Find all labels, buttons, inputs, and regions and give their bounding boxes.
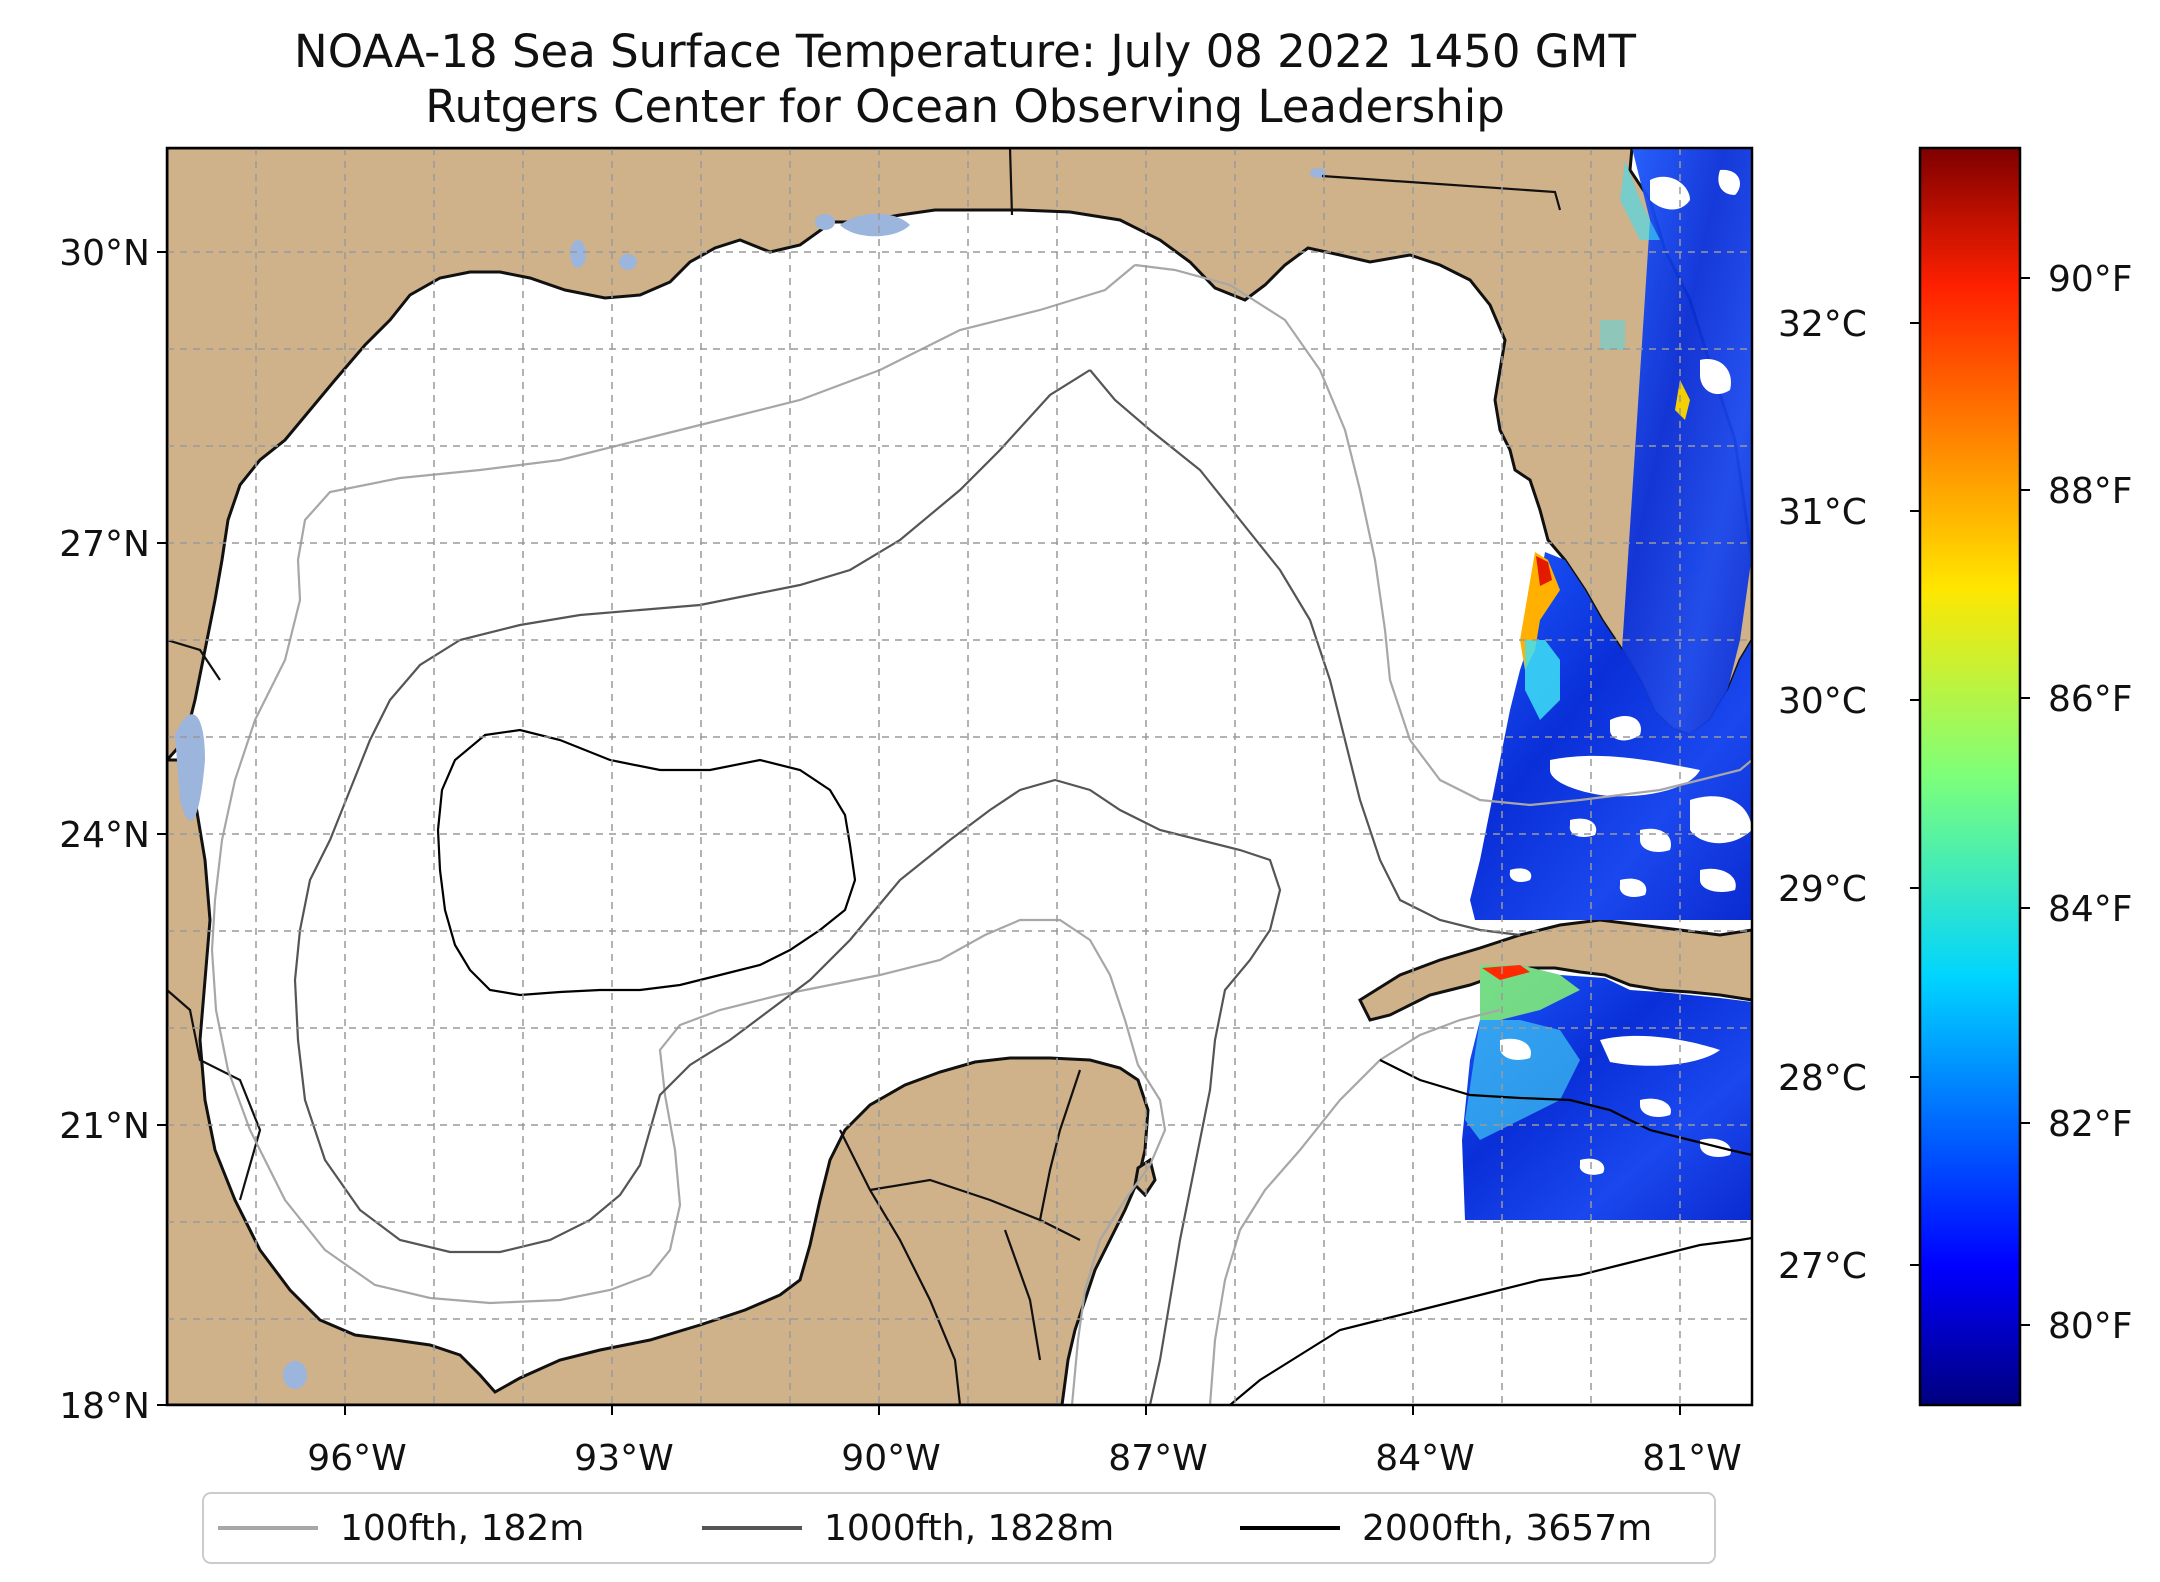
border-mississippi-alabama bbox=[1008, 148, 1014, 216]
border-texas-mexico bbox=[167, 638, 221, 681]
map-area bbox=[167, 148, 1752, 1405]
fahrenheit-tick-label: 90°F bbox=[2048, 259, 2133, 300]
legend-label: 1000fth, 1828m bbox=[824, 1508, 1114, 1549]
fahrenheit-tick-label: 80°F bbox=[2048, 1306, 2133, 1347]
fahrenheit-tick-label: 88°F bbox=[2048, 471, 2133, 512]
contour-1000fth bbox=[293, 369, 1282, 1405]
lat-tick-label: 30°N bbox=[59, 233, 150, 274]
celsius-tick-label: 28°C bbox=[1778, 1058, 1867, 1099]
map-frame bbox=[165, 146, 1754, 1407]
lat-tick-label: 24°N bbox=[59, 815, 150, 856]
lon-tick-label: 87°W bbox=[1108, 1438, 1207, 1479]
lat-tick-label: 21°N bbox=[59, 1106, 150, 1147]
sst-swath bbox=[1462, 148, 1752, 1220]
lon-tick-label: 96°W bbox=[307, 1438, 406, 1479]
colorbar-fahrenheit-axis: 80°F 82°F 84°F 86°F 88°F 90°F bbox=[2020, 259, 2133, 1347]
lon-axis: 96°W 93°W 90°W 87°W 84°W 81°W bbox=[307, 1405, 1742, 1479]
lake-texas-2 bbox=[619, 254, 637, 270]
border-belize bbox=[1003, 1229, 1042, 1361]
legend-box bbox=[202, 1492, 1716, 1564]
legend-label: 2000fth, 3657m bbox=[1362, 1508, 1652, 1549]
contour-2000fth-cuba bbox=[1379, 1059, 1752, 1157]
title-line-2: Rutgers Center for Ocean Observing Leade… bbox=[425, 80, 1505, 133]
fahrenheit-tick-label: 86°F bbox=[2048, 679, 2133, 720]
celsius-tick-label: 32°C bbox=[1778, 304, 1867, 345]
lake-seminole bbox=[1310, 168, 1326, 178]
contour-100fth-east bbox=[1134, 263, 1752, 807]
celsius-tick-label: 27°C bbox=[1778, 1246, 1867, 1287]
colorbar-celsius-axis: 27°C 28°C 29°C 30°C 31°C 32°C bbox=[1778, 304, 1920, 1287]
legend-entry-100fth: 100fth, 182m bbox=[218, 1508, 584, 1549]
celsius-tick-label: 30°C bbox=[1778, 681, 1867, 722]
border-mexico-guatemala bbox=[839, 1129, 962, 1405]
legend: 100fth, 182m 1000fth, 1828m 2000fth, 365… bbox=[202, 1492, 1716, 1564]
gridlines bbox=[167, 148, 1752, 1405]
fahrenheit-tick-label: 84°F bbox=[2048, 889, 2133, 930]
contour-1000fth-east bbox=[1089, 369, 1521, 937]
lon-tick-label: 93°W bbox=[574, 1438, 673, 1479]
lon-tick-label: 81°W bbox=[1642, 1438, 1741, 1479]
colorbar-gradient bbox=[1918, 146, 2022, 1407]
lon-tick-label: 90°W bbox=[841, 1438, 940, 1479]
lake-maurepas bbox=[815, 214, 835, 230]
celsius-tick-label: 31°C bbox=[1778, 492, 1867, 533]
colorbar: 27°C 28°C 29°C 30°C 31°C 32°C 80°F 82°F … bbox=[1778, 146, 2133, 1407]
contour-2000fth-cayman bbox=[1229, 1236, 1752, 1405]
border-yucatan-campeche bbox=[1038, 1069, 1082, 1221]
lake-mexico bbox=[283, 1361, 307, 1389]
legend-entry-2000fth: 2000fth, 3657m bbox=[1240, 1508, 1652, 1549]
celsius-tick-label: 29°C bbox=[1778, 869, 1867, 910]
lake-laguna-madre bbox=[175, 714, 205, 821]
lat-axis: 18°N 21°N 24°N 27°N 30°N bbox=[59, 233, 167, 1427]
lake-pontchartrain bbox=[840, 213, 910, 237]
contour-100fth-cuba bbox=[1208, 1008, 1501, 1405]
contour-2000fth bbox=[436, 728, 857, 997]
contour-100fth bbox=[210, 264, 1167, 1405]
title-line-1: NOAA-18 Sea Surface Temperature: July 08… bbox=[294, 25, 1636, 78]
land-cozumel bbox=[1133, 1157, 1157, 1198]
border-alabama-florida bbox=[1321, 174, 1562, 211]
lat-tick-label: 18°N bbox=[59, 1386, 150, 1427]
legend-label: 100fth, 182m bbox=[340, 1508, 584, 1549]
lon-tick-label: 84°W bbox=[1375, 1438, 1474, 1479]
land-cuba bbox=[1358, 918, 1752, 1022]
legend-entry-1000fth: 1000fth, 1828m bbox=[702, 1508, 1114, 1549]
border-yucatan-states bbox=[869, 1178, 1081, 1241]
lat-tick-label: 27°N bbox=[59, 524, 150, 565]
lake-texas-1 bbox=[570, 240, 586, 268]
fahrenheit-tick-label: 82°F bbox=[2048, 1104, 2133, 1145]
